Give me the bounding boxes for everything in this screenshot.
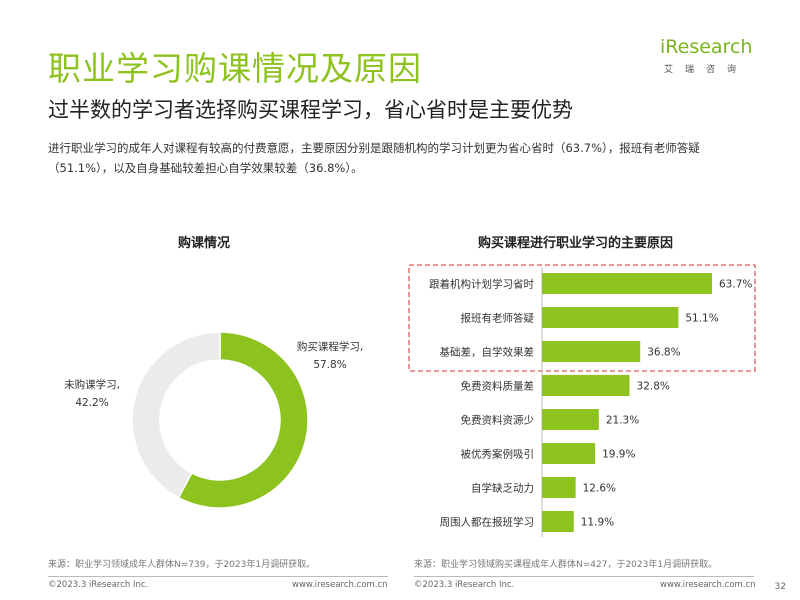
donut-slice-1	[131, 331, 221, 499]
bar-3	[542, 375, 630, 396]
bar-category-label-3: 免费资料质量差	[461, 380, 535, 393]
logo-subtext: 艾瑞咨询	[664, 65, 749, 75]
logo-text: iResearch	[660, 36, 753, 58]
page-number: 32	[774, 582, 786, 592]
url-right: www.iresearch.com.cn	[660, 580, 756, 590]
bar-1	[542, 307, 679, 328]
donut-chart: 购买课程学习, 57.8% 未购课学习, 42.2%	[64, 331, 363, 509]
bar-value-label-3: 32.8%	[637, 381, 670, 393]
bar-chart: 跟着机构计划学习省时 63.7% 报班有老师答疑 51.1% 基础差，自学效果差 36.8…	[408, 264, 756, 537]
source-note-left: 来源：职业学习领域成年人群体N=739，于2023年1月调研获取。	[48, 560, 316, 570]
bar-category-label-6: 自学缺乏动力	[471, 482, 534, 495]
donut-label-1: 未购课学习, 42.2%	[64, 378, 120, 409]
page-subtitle: 过半数的学习者选择购买课程学习，省心省时是主要优势	[48, 98, 573, 122]
bar-7	[542, 511, 574, 532]
bar-value-label-4: 21.3%	[606, 415, 639, 427]
bar-value-label-2: 36.8%	[647, 347, 680, 359]
bar-5	[542, 443, 596, 464]
footer-divider-right	[414, 576, 754, 577]
footer-divider-left	[48, 576, 388, 577]
bar-value-label-1: 51.1%	[685, 313, 718, 325]
bar-value-label-7: 11.9%	[581, 517, 614, 529]
bar-category-label-1: 报班有老师答疑	[461, 312, 535, 325]
iresearch-logo: iResearch 艾瑞咨询	[660, 36, 770, 76]
bar-2	[542, 341, 641, 362]
bar-category-label-0: 跟着机构计划学习省时	[429, 278, 534, 291]
donut-label-0: 购买课程学习, 57.8%	[297, 340, 363, 371]
bar-6	[542, 477, 576, 498]
bar-chart-title: 购买课程进行职业学习的主要原因	[478, 236, 674, 251]
highlight-box	[408, 264, 756, 372]
copyright-right: ©2023.3 iResearch Inc.	[414, 580, 515, 590]
bar-value-label-0: 63.7%	[719, 279, 752, 291]
bar-4	[542, 409, 599, 430]
bar-category-label-2: 基础差，自学效果差	[440, 346, 535, 359]
bar-value-label-5: 19.9%	[602, 449, 635, 461]
page-description: 进行职业学习的成年人对课程有较高的付费意愿，主要原因分别是跟随机构的学习计划更为…	[48, 141, 700, 175]
source-note-right: 来源：职业学习领域购买课程成年人群体N=427，于2023年1月调研获取。	[414, 560, 718, 570]
page-title: 职业学习购课情况及原因	[48, 49, 422, 88]
bar-category-label-4: 免费资料资源少	[461, 414, 535, 427]
bar-value-label-6: 12.6%	[583, 483, 616, 495]
url-left: www.iresearch.com.cn	[292, 580, 388, 590]
copyright-left: ©2023.3 iResearch Inc.	[48, 580, 149, 590]
bar-category-label-7: 周围人都在报班学习	[440, 516, 535, 529]
donut-slice-0	[177, 331, 309, 509]
bar-0	[542, 273, 712, 294]
donut-chart-title: 购课情况	[178, 236, 231, 251]
bar-category-label-5: 被优秀案例吸引	[461, 448, 535, 461]
